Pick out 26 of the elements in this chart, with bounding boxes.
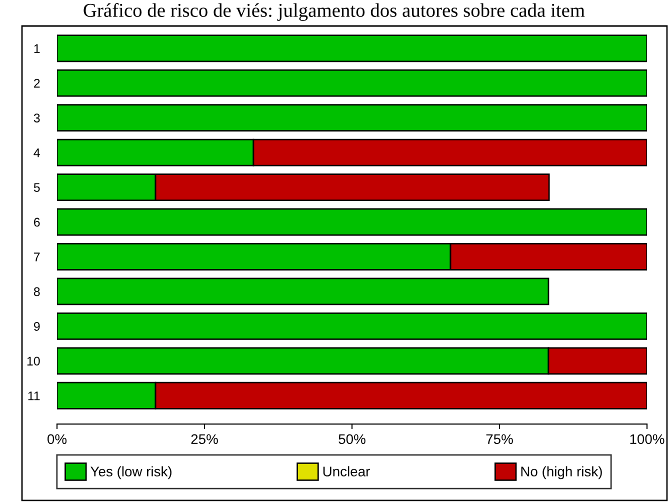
y-tick-label: 11: [28, 392, 40, 400]
bar: [57, 104, 647, 132]
y-tick-label: 8: [34, 287, 40, 296]
x-tick-label: 100%: [630, 434, 664, 444]
bar: [57, 208, 647, 236]
y-tick-label: 5: [34, 183, 40, 192]
bar: [57, 69, 647, 97]
legend-label: No (high risk): [521, 466, 602, 480]
bar: [57, 278, 550, 306]
y-tick-label: 3: [34, 114, 40, 122]
legend-label: Yes (low risk): [90, 466, 172, 480]
x-tick-label: 75%: [486, 434, 513, 444]
legend-label: Unclear: [323, 466, 370, 476]
y-tick-label: 2: [34, 78, 40, 88]
chart-title: Gráfico de risco de viés: julgamento dos autores sobre cada item: [84, 3, 585, 21]
y-tick-label: 9: [34, 322, 40, 331]
bar: [57, 34, 647, 62]
y-tick-label: 7: [34, 252, 40, 262]
x-tick-label: 0%: [48, 434, 67, 444]
y-tick-label: 6: [34, 218, 40, 227]
x-tick-label: 25%: [191, 434, 218, 444]
y-tick-label: 4: [34, 148, 40, 158]
x-tick-label: 50%: [338, 434, 366, 444]
bar: [57, 312, 647, 340]
y-tick-label: 10: [27, 356, 40, 366]
y-tick-label: 1: [34, 44, 40, 53]
